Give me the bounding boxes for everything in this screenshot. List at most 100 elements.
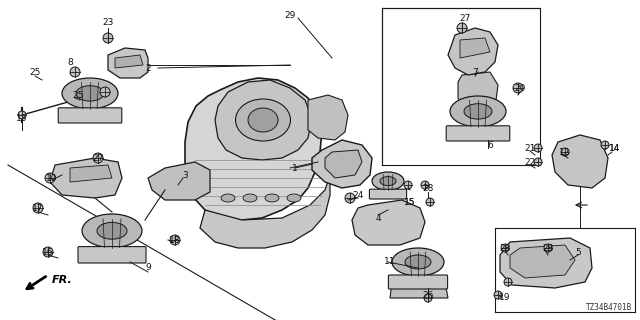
Ellipse shape [243,194,257,202]
Polygon shape [108,48,148,78]
Text: 27: 27 [460,13,470,22]
Text: 22: 22 [524,157,536,166]
Circle shape [561,148,569,156]
Circle shape [494,291,502,299]
Circle shape [501,244,509,252]
Text: 27: 27 [92,154,104,163]
Polygon shape [70,165,112,182]
Circle shape [100,87,110,97]
Polygon shape [510,245,575,278]
Polygon shape [552,135,608,188]
Text: 9: 9 [145,263,151,273]
Polygon shape [312,140,372,188]
Text: 25: 25 [72,91,84,100]
Text: 6: 6 [487,140,493,149]
Polygon shape [390,282,448,298]
Circle shape [513,83,523,93]
Text: 15: 15 [404,197,416,206]
Circle shape [70,67,80,77]
Text: 11: 11 [384,258,396,267]
Text: 5: 5 [575,247,581,257]
Ellipse shape [236,99,291,141]
Circle shape [43,247,53,257]
Circle shape [534,158,542,166]
Ellipse shape [82,214,142,248]
Circle shape [424,294,432,302]
Text: 14: 14 [609,143,621,153]
Text: 28: 28 [422,183,434,193]
Text: 19: 19 [499,293,511,302]
Polygon shape [448,28,498,75]
Text: 25: 25 [29,68,41,76]
Ellipse shape [97,222,127,239]
FancyBboxPatch shape [446,126,510,141]
Polygon shape [460,38,490,58]
Text: FR.: FR. [52,275,73,285]
Circle shape [426,198,434,206]
Polygon shape [500,238,592,288]
Ellipse shape [405,255,431,269]
Ellipse shape [380,177,396,186]
Text: 3: 3 [182,171,188,180]
Ellipse shape [372,172,404,190]
Text: 26: 26 [422,291,434,300]
Text: 8: 8 [67,58,73,67]
Text: 12: 12 [559,148,571,156]
Polygon shape [215,80,312,160]
Ellipse shape [392,248,444,276]
Text: 28: 28 [499,244,511,252]
Circle shape [345,193,355,203]
Ellipse shape [221,194,235,202]
Text: 15: 15 [404,197,416,206]
Circle shape [33,203,43,213]
Text: 13: 13 [16,114,28,123]
Ellipse shape [464,104,492,119]
Ellipse shape [248,108,278,132]
Ellipse shape [76,86,104,101]
Text: 21: 21 [524,143,536,153]
FancyBboxPatch shape [388,275,447,289]
Text: TZ34B4701B: TZ34B4701B [586,303,632,312]
Circle shape [421,181,429,189]
Circle shape [170,235,180,245]
Text: 7: 7 [472,68,478,76]
Polygon shape [50,158,122,198]
FancyBboxPatch shape [369,189,406,199]
Polygon shape [325,150,362,178]
Polygon shape [352,200,425,245]
Text: 4: 4 [375,213,381,222]
Text: 14: 14 [609,143,621,153]
Circle shape [504,278,512,286]
Ellipse shape [287,194,301,202]
Circle shape [601,141,609,149]
Circle shape [103,33,113,43]
Circle shape [45,173,55,183]
Text: 20: 20 [515,84,525,92]
Circle shape [534,144,542,152]
Text: 1: 1 [292,164,298,172]
Text: 17: 17 [32,204,44,212]
Text: 23: 23 [102,18,114,27]
Text: 2: 2 [145,63,151,73]
Text: 10: 10 [46,173,58,182]
Polygon shape [115,55,143,68]
Text: 18: 18 [169,236,180,244]
Text: 16: 16 [42,247,54,257]
Ellipse shape [265,194,279,202]
Polygon shape [308,95,348,140]
FancyBboxPatch shape [78,247,146,263]
Polygon shape [458,72,498,115]
Polygon shape [200,175,330,248]
Ellipse shape [450,96,506,127]
Text: 29: 29 [284,11,296,20]
Circle shape [544,244,552,252]
Text: 24: 24 [353,190,364,199]
Ellipse shape [62,78,118,109]
Polygon shape [148,162,210,200]
Polygon shape [185,78,322,220]
Circle shape [457,23,467,33]
FancyBboxPatch shape [58,108,122,123]
Circle shape [93,153,103,163]
Circle shape [18,111,26,119]
Circle shape [404,181,412,189]
